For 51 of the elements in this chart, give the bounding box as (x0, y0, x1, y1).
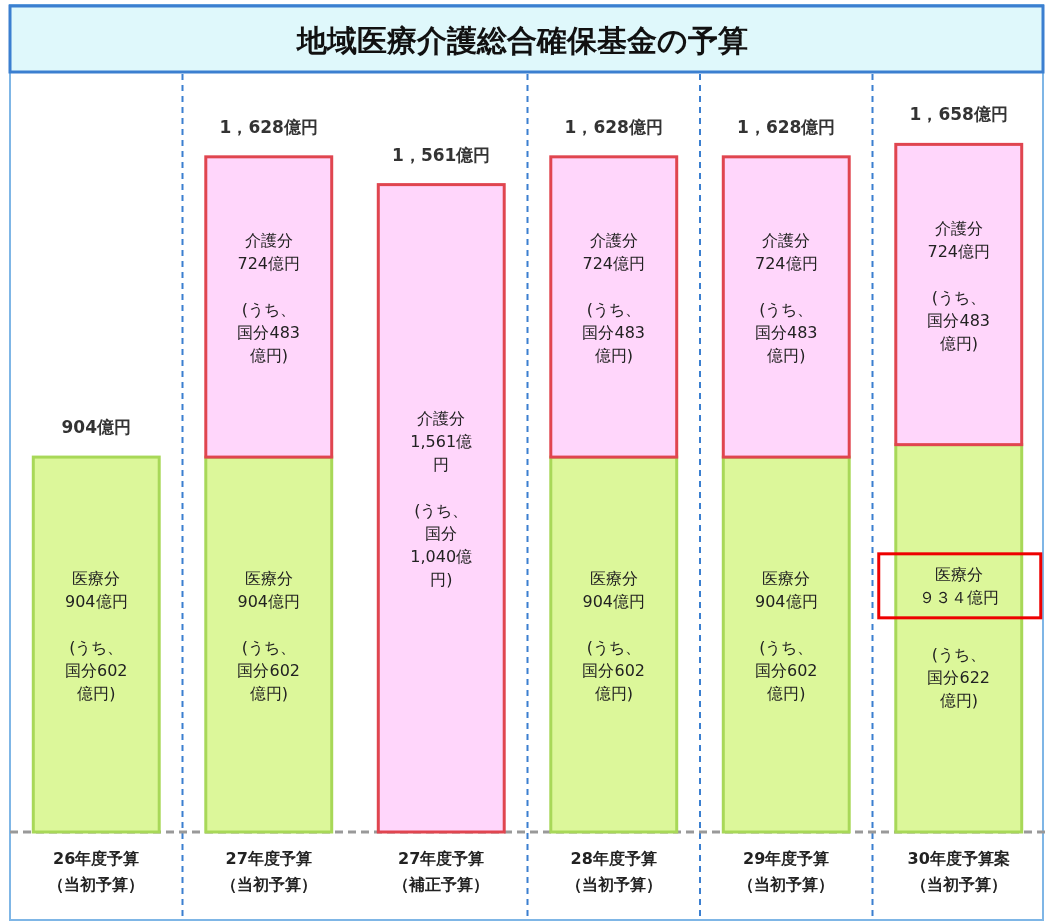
annotation: (うち、国分483億円) (237, 299, 300, 365)
annotation: (うち、国分483億円) (582, 299, 645, 365)
data-label: 904億円 (754, 591, 818, 611)
bar (549, 155, 679, 459)
annotation: (うち、国分1,040億円) (410, 501, 473, 590)
bar (31, 455, 161, 834)
data-label: 1,561億円 (410, 432, 473, 475)
series-name: 医療分 (934, 564, 983, 584)
annotation: (うち、国分602億円) (755, 637, 818, 703)
data-label: 724億円 (927, 241, 991, 261)
series-name: 医療分 (589, 568, 638, 588)
category-label: 26年度予算（当初予算） (48, 849, 145, 894)
bar (894, 443, 1024, 834)
total: 1，628億円 (737, 116, 836, 137)
category-label: 27年度予算（当初予算） (220, 849, 317, 894)
data-label: 904億円 (237, 591, 301, 611)
series-name: 介護分 (417, 409, 466, 429)
category-label: 28年度予算（当初予算） (565, 849, 662, 894)
data-label: 724億円 (754, 253, 818, 273)
annotation: (うち、国分602億円) (65, 637, 128, 703)
title: 地域医療介護総合確保基金の予算 (8, 4, 1045, 74)
data-label: ９３４億円 (918, 587, 999, 607)
data-label: 904億円 (64, 591, 128, 611)
annotation: (うち、国分622億円) (927, 644, 990, 710)
bar (376, 183, 506, 834)
annotation: (うち、国分483億円) (755, 299, 818, 365)
category-label: 29年度予算（当初予算） (738, 849, 835, 894)
data-label: 904億円 (582, 591, 646, 611)
annotation: (うち、国分602億円) (582, 637, 645, 703)
series-name: 医療分 (72, 568, 121, 588)
chart-title: 地域医療介護総合確保基金の予算 (295, 23, 748, 58)
annotation: (うち、国分602億円) (237, 637, 300, 703)
total: 1，561億円 (392, 144, 491, 165)
bar (204, 155, 334, 459)
data-label: 724億円 (582, 253, 646, 273)
series-name: 介護分 (244, 230, 293, 250)
annotation: (うち、国分483億円) (927, 287, 990, 353)
category-label: 27年度予算（補正予算） (393, 849, 490, 894)
total: 1，628億円 (564, 116, 663, 137)
total: 1，628億円 (219, 116, 318, 137)
series-name: 医療分 (762, 568, 811, 588)
total: 904億円 (61, 417, 131, 438)
bar (894, 142, 1024, 447)
series-name: 介護分 (934, 218, 983, 238)
bar (721, 155, 851, 459)
series-name: 介護分 (762, 230, 811, 250)
series-name: 介護分 (589, 230, 638, 250)
data-label: 724億円 (237, 253, 301, 273)
total: 1，658億円 (909, 104, 1008, 125)
series-name: 医療分 (244, 568, 293, 588)
category-label: 30年度予算案（当初予算） (907, 849, 1010, 894)
